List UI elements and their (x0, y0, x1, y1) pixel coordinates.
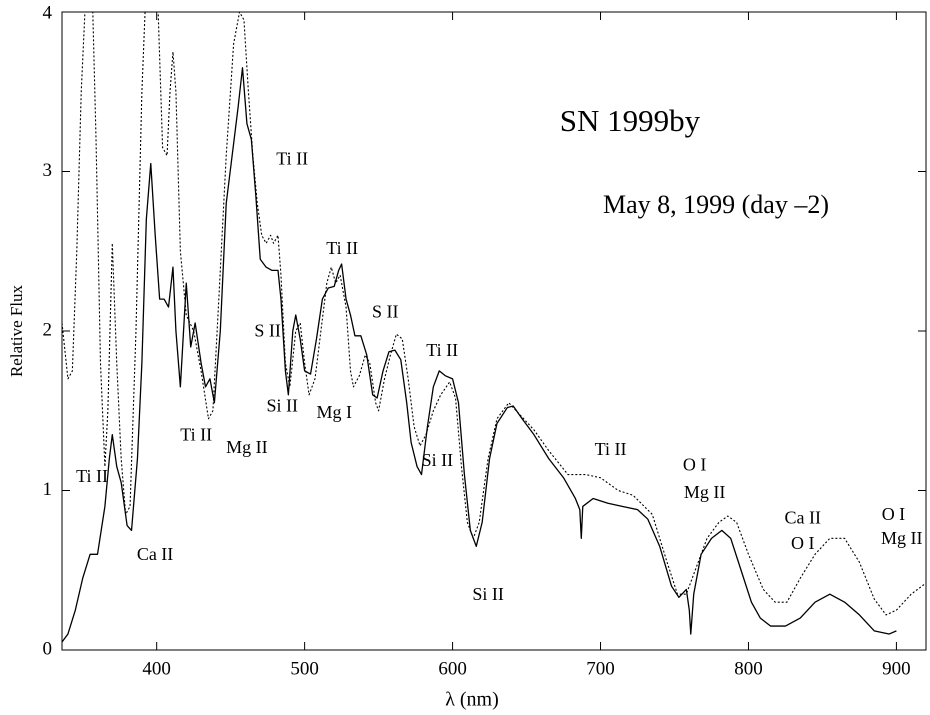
line-label: S II (254, 321, 281, 341)
line-label: Mg II (684, 482, 726, 502)
plot-frame (61, 11, 927, 651)
y-tick-label: 3 (43, 160, 53, 181)
line-label: Si II (472, 584, 504, 604)
line-label: Si II (422, 450, 454, 470)
line-label: Si II (267, 396, 299, 416)
line-label: Mg II (226, 437, 268, 457)
x-axis-label: λ (nm) (445, 689, 499, 711)
line-label: Ti II (76, 466, 108, 486)
plot-area (62, 12, 926, 643)
y-axis-label: Relative Flux (7, 284, 26, 377)
spectrum-line (62, 67, 897, 643)
x-tick-label: 900 (882, 658, 911, 679)
line-label: Mg I (316, 402, 352, 422)
line-label: Ti II (595, 439, 627, 459)
x-tick-label: 700 (586, 658, 615, 679)
line-label: Mg II (881, 528, 923, 548)
y-tick-label: 4 (43, 2, 53, 23)
line-label: Ca II (137, 544, 173, 564)
x-tick-label: 400 (142, 658, 171, 679)
line-label: O I (791, 533, 815, 553)
line-label: S II (372, 302, 399, 322)
chart-title: SN 1999by (560, 103, 701, 138)
line-label: Ti II (426, 340, 458, 360)
x-tick-label: 800 (734, 658, 763, 679)
y-tick-label: 1 (43, 479, 53, 500)
x-tick-label: 600 (438, 658, 467, 679)
line-label: O I (882, 504, 906, 524)
line-label: Ca II (785, 507, 821, 527)
x-tick-label: 500 (290, 658, 319, 679)
y-tick-label: 0 (43, 638, 53, 659)
line-label: Ti II (276, 148, 308, 168)
y-tick-label: 2 (43, 319, 53, 340)
chart-subtitle: May 8, 1999 (day –2) (603, 190, 829, 219)
line-label: Ti II (326, 238, 358, 258)
spectrum-line (62, 12, 926, 616)
line-label: Ti II (180, 424, 212, 444)
line-label: O I (683, 455, 707, 475)
